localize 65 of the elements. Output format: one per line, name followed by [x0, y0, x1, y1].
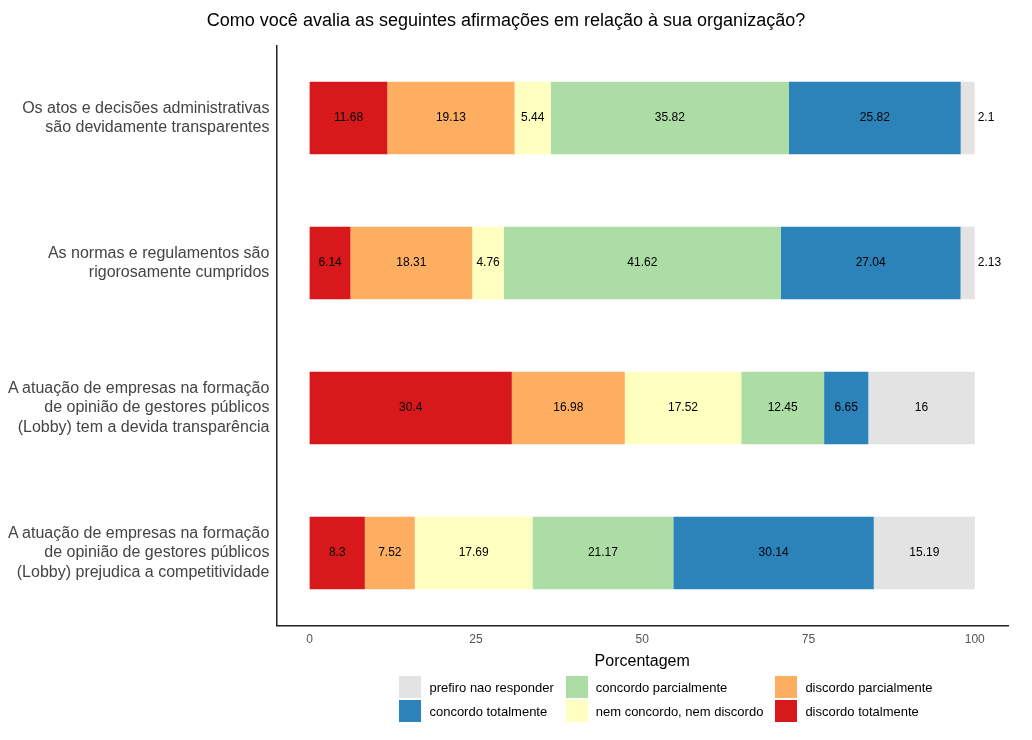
data-label: 21.17: [587, 545, 619, 560]
bar: [532, 516, 674, 590]
bar: [514, 81, 551, 155]
data-label: 11.68: [333, 110, 364, 125]
legend-label: prefiro nao responder: [429, 679, 554, 695]
data-label: 16: [914, 400, 929, 415]
data-label: 17.52: [668, 400, 699, 415]
bar: [824, 371, 869, 445]
data-label: 19.13: [435, 110, 467, 125]
data-label: 8.3: [328, 545, 346, 560]
data-label: 2.13: [977, 255, 1002, 270]
bar: [309, 516, 365, 590]
bar: [503, 226, 781, 300]
y-tick-label: A atuação de empresas na formação de opinião de gestores públicos (Lobby) tem a devida transparência: [7, 379, 270, 435]
data-label: 30.14: [758, 545, 789, 560]
bar: [350, 226, 473, 300]
bar: [387, 81, 515, 155]
x-tick-label: 50: [635, 631, 650, 646]
data-label: 2.1: [977, 110, 995, 125]
x-axis-title: Porcentagem: [594, 651, 690, 669]
data-label: 17.69: [458, 545, 490, 560]
legend-label: concordo parcialmente: [595, 679, 728, 695]
data-label: 6.14: [318, 255, 343, 270]
bar: [788, 81, 961, 155]
bar: [550, 81, 789, 155]
chart-title: Como você avalia as seguintes afirmações em relação à sua organização?: [206, 9, 806, 30]
data-label: 5.44: [520, 110, 545, 125]
data-label: 41.62: [627, 255, 658, 270]
bar: [873, 516, 975, 590]
data-label: 30.4: [399, 400, 423, 415]
x-tick-label: 100: [964, 631, 986, 646]
data-label: 35.82: [654, 110, 686, 125]
bar: [960, 226, 975, 300]
data-label: 6.65: [834, 400, 859, 415]
data-label: 15.19: [909, 545, 940, 560]
y-tick-label: As normas e regulamentos são rigorosamente cumpridos: [47, 243, 270, 281]
data-label: 18.31: [396, 255, 427, 270]
bar: [414, 516, 533, 590]
y-tick-label: Os atos e decisões administrativas são devidamente transparentes: [22, 98, 270, 136]
data-label: 27.04: [855, 255, 886, 270]
bar: [868, 371, 975, 445]
bar: [624, 371, 742, 445]
data-label: 7.52: [378, 545, 402, 560]
x-tick-label: 75: [801, 631, 816, 646]
bar: [309, 81, 388, 155]
legend-label: concordo totalmente: [429, 703, 548, 719]
bar: [741, 371, 825, 445]
bar: [309, 371, 512, 445]
bar: [960, 81, 975, 155]
legend-label: nem concordo, nem discordo: [595, 703, 764, 719]
x-tick-label: 0: [306, 631, 314, 646]
bar: [511, 371, 625, 445]
legend-label: discordo totalmente: [805, 703, 919, 719]
bar: [472, 226, 504, 300]
x-tick-label: 25: [469, 631, 483, 646]
bar: [364, 516, 415, 590]
legend-label: discordo parcialmente: [805, 679, 933, 695]
bar: [673, 516, 874, 590]
data-label: 16.98: [553, 400, 584, 415]
data-label: 12.45: [767, 400, 799, 415]
y-tick-label: A atuação de empresas na formação de opinião de gestores públicos (Lobby) prejudica a competitividade: [7, 524, 270, 580]
bar: [309, 226, 351, 300]
data-label: 25.82: [859, 110, 891, 125]
bar: [780, 226, 961, 300]
data-label: 4.76: [476, 255, 501, 270]
